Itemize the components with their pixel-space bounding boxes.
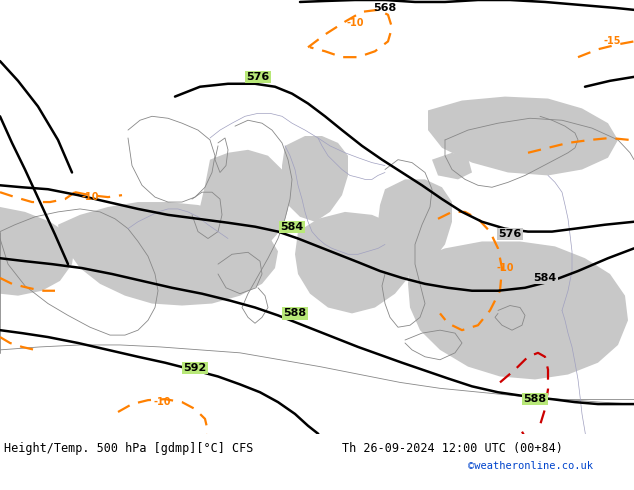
Text: 576: 576 (498, 229, 522, 239)
Text: Th 26-09-2024 12:00 UTC (00+84): Th 26-09-2024 12:00 UTC (00+84) (342, 441, 563, 455)
Text: Height/Temp. 500 hPa [gdmp][°C] CFS: Height/Temp. 500 hPa [gdmp][°C] CFS (4, 441, 254, 455)
Text: -15: -15 (603, 36, 621, 47)
Polygon shape (200, 150, 288, 254)
Polygon shape (282, 136, 348, 222)
Text: ©weatheronline.co.uk: ©weatheronline.co.uk (468, 461, 593, 471)
Polygon shape (428, 97, 618, 175)
Polygon shape (408, 242, 628, 379)
Text: -10: -10 (496, 263, 514, 273)
Text: -10: -10 (346, 18, 364, 28)
Text: -10: -10 (81, 192, 99, 202)
Text: 568: 568 (373, 3, 397, 13)
Text: 588: 588 (283, 308, 307, 318)
Polygon shape (0, 207, 75, 295)
Polygon shape (58, 202, 278, 306)
Polygon shape (432, 153, 472, 179)
Text: 584: 584 (280, 221, 304, 232)
Text: 576: 576 (247, 72, 269, 82)
Polygon shape (295, 212, 415, 314)
Text: 592: 592 (183, 363, 207, 372)
Text: -10: -10 (153, 397, 171, 407)
Text: 584: 584 (533, 273, 557, 283)
Polygon shape (378, 179, 452, 274)
Bar (0, 434, 634, 488)
Text: 588: 588 (524, 394, 547, 404)
